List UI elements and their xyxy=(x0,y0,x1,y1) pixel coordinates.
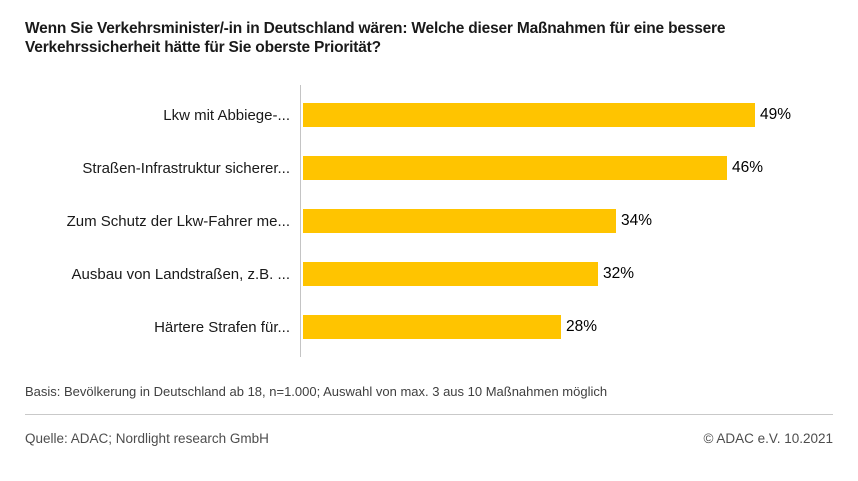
value-label: 46% xyxy=(732,159,764,176)
chart-title: Wenn Sie Verkehrsminister/-in in Deutsch… xyxy=(25,20,726,56)
category-label: Zum Schutz der Lkw-Fahrer me... xyxy=(66,212,290,230)
y-axis-line xyxy=(300,85,301,357)
category-label: Lkw mit Abbiege-... xyxy=(163,106,290,124)
value-label: 49% xyxy=(760,106,792,123)
bar-row: Zum Schutz der Lkw-Fahrer me... 34% xyxy=(25,209,652,233)
category-label: Straßen-Infrastruktur sicherer... xyxy=(82,159,290,177)
basis-note: Basis: Bevölkerung in Deutschland ab 18,… xyxy=(25,384,608,399)
bar xyxy=(303,209,616,233)
category-label: Härtere Strafen für... xyxy=(154,318,290,336)
category-label: Ausbau von Landstraßen, z.B. ... xyxy=(71,265,290,283)
bar-row: Lkw mit Abbiege-... 49% xyxy=(25,103,791,127)
bar-chart: Lkw mit Abbiege-... 49% Straßen-Infrastruk… xyxy=(25,85,833,357)
value-label: 32% xyxy=(603,265,635,282)
bar xyxy=(303,315,561,339)
value-label: 34% xyxy=(621,212,653,229)
bar-row: Härtere Strafen für... 28% xyxy=(25,315,597,339)
bar-row: Ausbau von Landstraßen, z.B. ... 32% xyxy=(25,262,634,286)
copyright-note: © ADAC e.V. 10.2021 xyxy=(703,431,833,446)
bar xyxy=(303,156,727,180)
bar xyxy=(303,103,755,127)
bar xyxy=(303,262,598,286)
value-label: 28% xyxy=(566,318,598,335)
source-note: Quelle: ADAC; Nordlight research GmbH xyxy=(25,431,269,446)
bar-row: Straßen-Infrastruktur sicherer... 46% xyxy=(25,156,763,180)
footer-divider xyxy=(25,414,833,415)
